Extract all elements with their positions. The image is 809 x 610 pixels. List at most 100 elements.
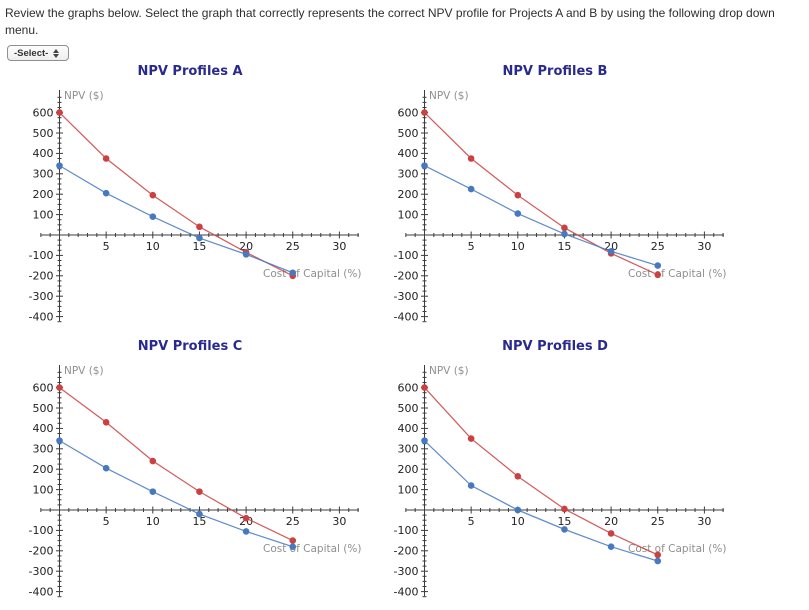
blue-project-point	[607, 543, 615, 551]
red-project-point	[289, 537, 297, 544]
y-tick-label: -100	[29, 524, 54, 537]
y-tick-label: -200	[29, 545, 54, 558]
npv-profiles-c-chart: NPV Profiles C NPV ($) Cost of Capital (%)…	[29, 339, 362, 598]
x-tick-label: 10	[146, 515, 160, 528]
chart-title: NPV Profiles B	[503, 64, 608, 79]
y-tick-label: -100	[29, 249, 54, 262]
x-tick-label: 20	[239, 515, 253, 528]
x-tick-label: 5	[103, 240, 110, 253]
blue-project-line	[59, 165, 293, 274]
y-axis-label: NPV ($)	[64, 365, 104, 377]
blue-project-point	[149, 213, 157, 220]
y-tick-label: 500	[398, 402, 419, 415]
chart-title: NPV Profiles D	[502, 339, 608, 354]
y-tick-label: 500	[33, 127, 54, 140]
x-tick-label: 25	[651, 515, 665, 528]
y-tick-label: -400	[29, 585, 54, 598]
y-tick-label: 400	[33, 147, 54, 160]
blue-project-line	[424, 440, 658, 562]
red-project-point	[514, 473, 522, 480]
blue-project-point	[196, 510, 203, 518]
red-project-point	[149, 191, 157, 199]
x-tick-label: 25	[286, 515, 300, 528]
y-tick-label: -400	[394, 310, 419, 323]
red-project-point	[654, 271, 662, 279]
blue-project-point	[514, 506, 522, 514]
red-project-point	[514, 191, 522, 199]
blue-project-point	[421, 437, 428, 444]
blue-project-point	[102, 464, 110, 472]
x-tick-label: 5	[468, 240, 475, 253]
y-tick-label: 400	[33, 422, 54, 435]
red-project-point	[196, 488, 203, 495]
x-tick-label: 5	[103, 515, 110, 528]
y-tick-label: 200	[398, 188, 419, 201]
y-tick-label: 100	[33, 483, 54, 496]
x-tick-label: 30	[697, 240, 711, 253]
select-spinner-icon	[53, 48, 60, 58]
y-tick-label: 300	[398, 443, 419, 456]
blue-project-point	[654, 557, 662, 565]
x-tick-label: 30	[697, 515, 711, 528]
npv-profiles-b-chart: NPV Profiles B NPV ($) Cost of Capital (%)…	[394, 64, 727, 323]
y-tick-label: 500	[33, 402, 54, 415]
y-tick-label: 500	[398, 127, 419, 140]
blue-project-point	[289, 269, 297, 277]
y-tick-label: 600	[398, 106, 419, 119]
blue-project-point	[561, 526, 568, 533]
red-project-point	[654, 551, 662, 559]
y-tick-label: 400	[398, 147, 419, 160]
y-tick-label: -300	[29, 565, 54, 578]
x-axis-label: Cost of Capital (%)	[263, 268, 361, 280]
blue-project-point	[654, 262, 662, 269]
y-tick-label: 200	[398, 463, 419, 476]
y-tick-label: 100	[33, 208, 54, 221]
red-project-point	[149, 457, 157, 465]
blue-project-point	[514, 210, 522, 217]
red-project-point	[242, 514, 250, 522]
y-tick-label: -100	[394, 524, 419, 537]
y-axis-label: NPV ($)	[429, 90, 469, 102]
blue-project-point	[421, 162, 428, 169]
blue-project-point	[56, 437, 63, 444]
blue-project-point	[149, 488, 157, 495]
y-tick-label: 300	[398, 168, 419, 181]
blue-project-line	[424, 165, 658, 267]
chart-title: NPV Profiles C	[138, 339, 243, 354]
blue-project-point	[561, 230, 568, 238]
x-tick-label: 25	[286, 240, 300, 253]
blue-project-point	[242, 251, 250, 258]
y-axis-label: NPV ($)	[429, 365, 469, 377]
graph-select-dropdown[interactable]: -Select-	[7, 45, 69, 61]
chart-title: NPV Profiles A	[137, 64, 242, 79]
y-tick-label: 400	[398, 422, 419, 435]
y-tick-label: -300	[394, 290, 419, 303]
red-project-point	[56, 384, 63, 391]
y-tick-label: 200	[33, 188, 54, 201]
y-tick-label: 600	[33, 381, 54, 394]
blue-project-point	[467, 185, 475, 193]
x-tick-label: 15	[557, 515, 571, 528]
y-tick-label: -200	[394, 270, 419, 283]
blue-project-point	[607, 248, 615, 255]
graph-select-value: -Select-	[14, 47, 49, 59]
blue-project-line	[59, 440, 293, 548]
y-tick-label: 600	[398, 381, 419, 394]
red-project-point	[467, 155, 475, 162]
red-project-point	[561, 505, 568, 513]
blue-project-point	[242, 528, 250, 535]
red-project-point	[421, 109, 428, 116]
red-project-line	[59, 387, 294, 542]
y-tick-label: -200	[394, 545, 419, 558]
y-tick-label: 200	[33, 463, 54, 476]
blue-project-point	[467, 482, 475, 489]
y-tick-label: -400	[29, 310, 54, 323]
red-project-line	[424, 112, 659, 276]
red-project-point	[467, 435, 475, 442]
y-tick-label: -300	[29, 290, 54, 303]
y-tick-label: 300	[33, 443, 54, 456]
y-axis-label: NPV ($)	[64, 90, 104, 102]
red-project-point	[196, 223, 203, 231]
x-tick-label: 25	[651, 240, 665, 253]
npv-profiles-d-chart: NPV Profiles D NPV ($) Cost of Capital (%)…	[394, 339, 727, 598]
